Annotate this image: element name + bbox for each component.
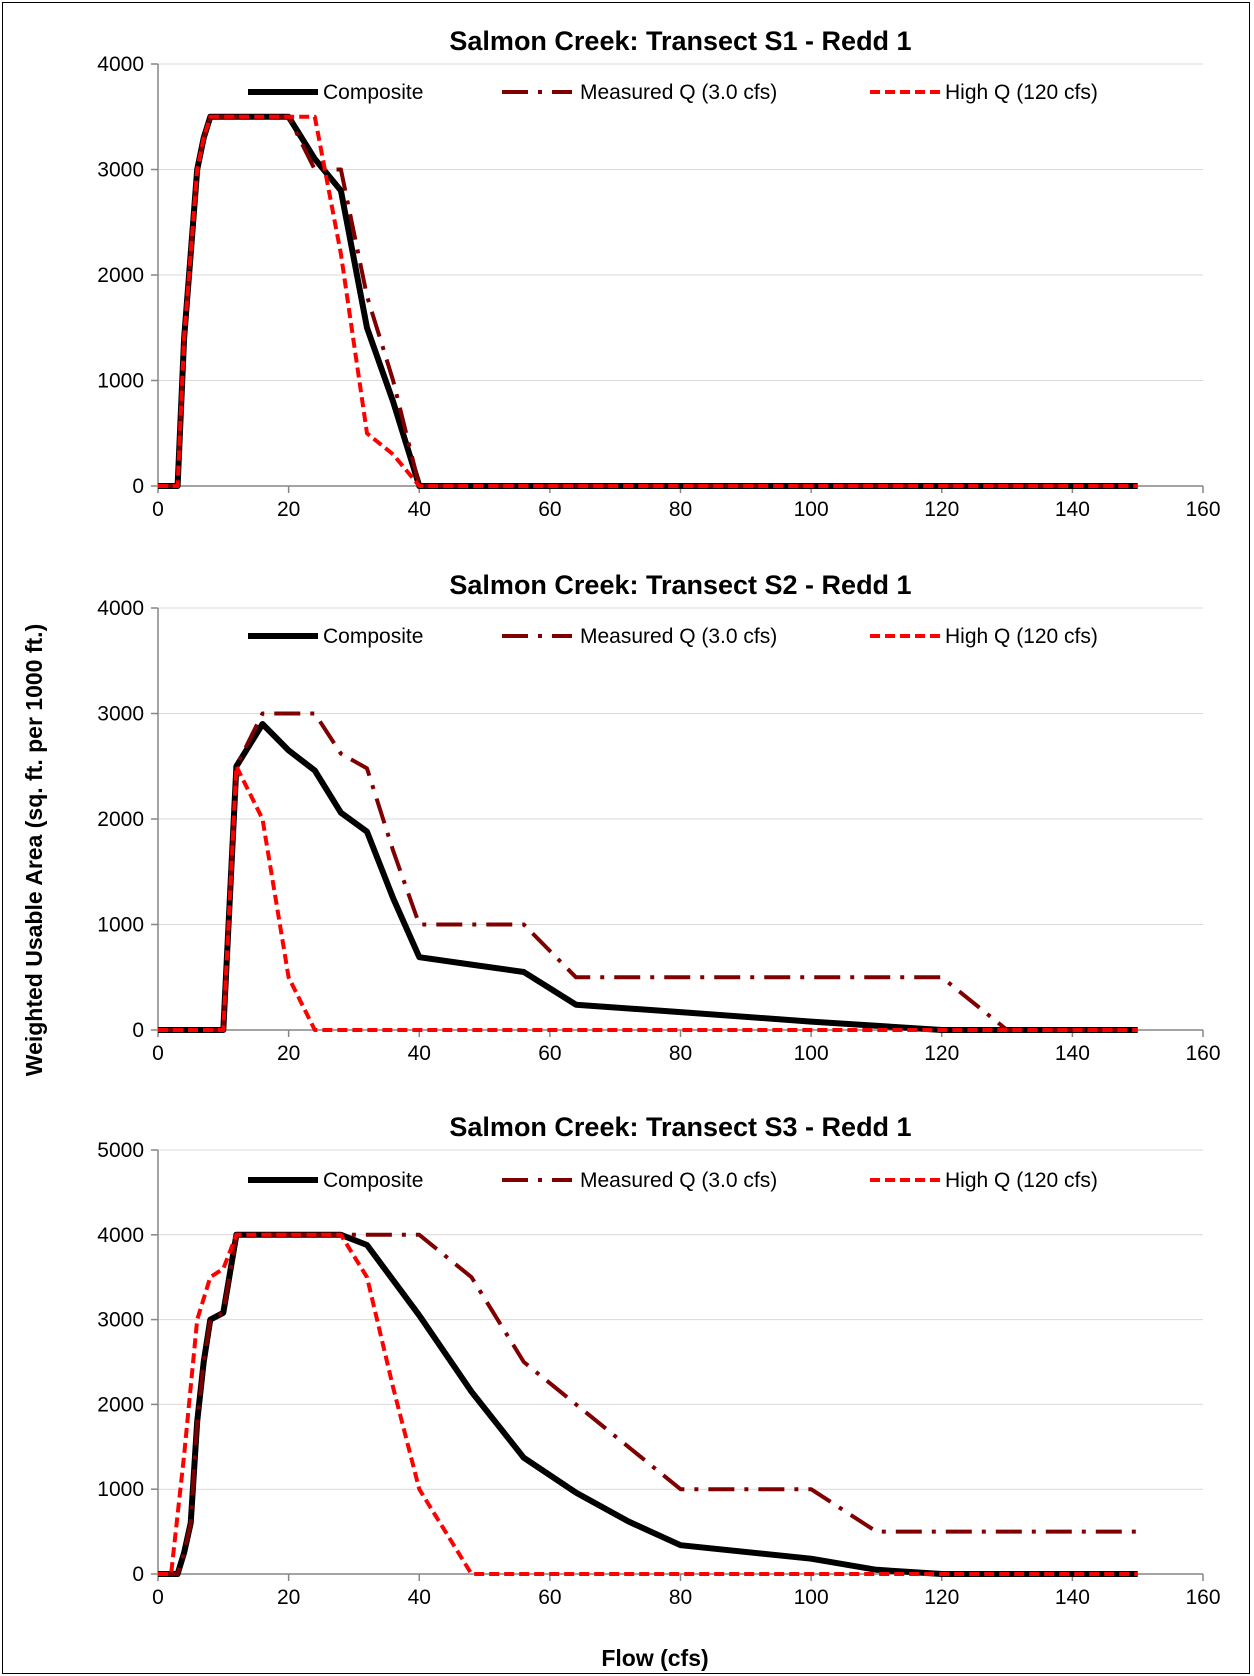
y-tick-label: 0 (132, 1563, 144, 1586)
y-axis-label: Weighted Usable Area (sq. ft. per 1000 f… (21, 624, 47, 1076)
y-tick-label: 4000 (97, 53, 144, 76)
legend-label-composite: Composite (323, 81, 423, 104)
x-tick-label: 100 (794, 1586, 829, 1609)
x-axis-label: Flow (cfs) (601, 1645, 708, 1671)
x-tick-label: 140 (1055, 1586, 1090, 1609)
y-tick-label: 2000 (97, 808, 144, 831)
x-tick-label: 0 (152, 498, 164, 521)
chart-2: 0 1000 2000 3000 4000 0 20 40 60 80 100 120 140 160 Sa… (97, 570, 1220, 1065)
x-tick-label: 80 (669, 1042, 692, 1065)
series-line-measured (158, 114, 1138, 488)
legend-label-high: High Q (120 cfs) (945, 81, 1098, 104)
x-tick-label: 60 (538, 498, 561, 521)
legend-label-composite: Composite (323, 1169, 423, 1192)
x-tick-label: 60 (538, 1042, 561, 1065)
chart-3: 0 1000 2000 3000 4000 5000 0 20 40 60 80 100 120 140 1… (97, 1112, 1220, 1609)
series-line-measured (158, 711, 1138, 1032)
x-tick-label: 100 (794, 1042, 829, 1065)
legend-label-measured: Measured Q (3.0 cfs) (580, 81, 777, 104)
series-line-composite (158, 721, 1138, 1033)
y-tick-label: 2000 (97, 264, 144, 287)
legend-label-high: High Q (120 cfs) (945, 625, 1098, 648)
x-tick-label: 20 (277, 1586, 300, 1609)
x-tick-label: 160 (1185, 498, 1220, 521)
legend-label-high: High Q (120 cfs) (945, 1169, 1098, 1192)
y-tick-label: 4000 (97, 597, 144, 620)
y-tick-label: 1000 (97, 914, 144, 937)
y-tick-label: 5000 (97, 1139, 144, 1162)
legend-label-measured: Measured Q (3.0 cfs) (580, 1169, 777, 1192)
y-tick-label: 4000 (97, 1224, 144, 1247)
x-tick-label: 120 (924, 498, 959, 521)
series-line-high (158, 1232, 1138, 1576)
chart-title: Salmon Creek: Transect S1 - Redd 1 (449, 26, 911, 56)
y-tick-label: 2000 (97, 1393, 144, 1416)
series-line-high (158, 114, 1138, 488)
chart-title: Salmon Creek: Transect S3 - Redd 1 (449, 1112, 911, 1142)
x-tick-label: 140 (1055, 1042, 1090, 1065)
x-tick-label: 20 (277, 1042, 300, 1065)
x-tick-label: 140 (1055, 498, 1090, 521)
chart-1: 0 1000 2000 3000 4000 0 20 40 60 80 100 120 140 160 Sa… (97, 26, 1220, 521)
y-tick-label: 3000 (97, 159, 144, 182)
x-tick-label: 120 (924, 1586, 959, 1609)
x-tick-label: 40 (408, 1586, 431, 1609)
y-tick-label: 0 (132, 1019, 144, 1042)
x-tick-label: 160 (1185, 1586, 1220, 1609)
y-tick-label: 1000 (97, 370, 144, 393)
x-tick-label: 60 (538, 1586, 561, 1609)
x-tick-label: 0 (152, 1042, 164, 1065)
series-line-composite (158, 113, 1138, 489)
x-tick-label: 120 (924, 1042, 959, 1065)
legend-label-measured: Measured Q (3.0 cfs) (580, 625, 777, 648)
x-tick-label: 0 (152, 1586, 164, 1609)
y-tick-label: 0 (132, 475, 144, 498)
x-tick-label: 20 (277, 498, 300, 521)
y-tick-label: 3000 (97, 1309, 144, 1332)
x-tick-label: 40 (408, 498, 431, 521)
x-tick-label: 80 (669, 1586, 692, 1609)
legend-label-composite: Composite (323, 625, 423, 648)
y-tick-label: 1000 (97, 1478, 144, 1501)
x-tick-label: 160 (1185, 1042, 1220, 1065)
x-tick-label: 40 (408, 1042, 431, 1065)
series-line-high (158, 764, 1138, 1032)
x-tick-label: 100 (794, 498, 829, 521)
chart-title: Salmon Creek: Transect S2 - Redd 1 (449, 570, 911, 600)
x-tick-label: 80 (669, 498, 692, 521)
y-tick-label: 3000 (97, 703, 144, 726)
